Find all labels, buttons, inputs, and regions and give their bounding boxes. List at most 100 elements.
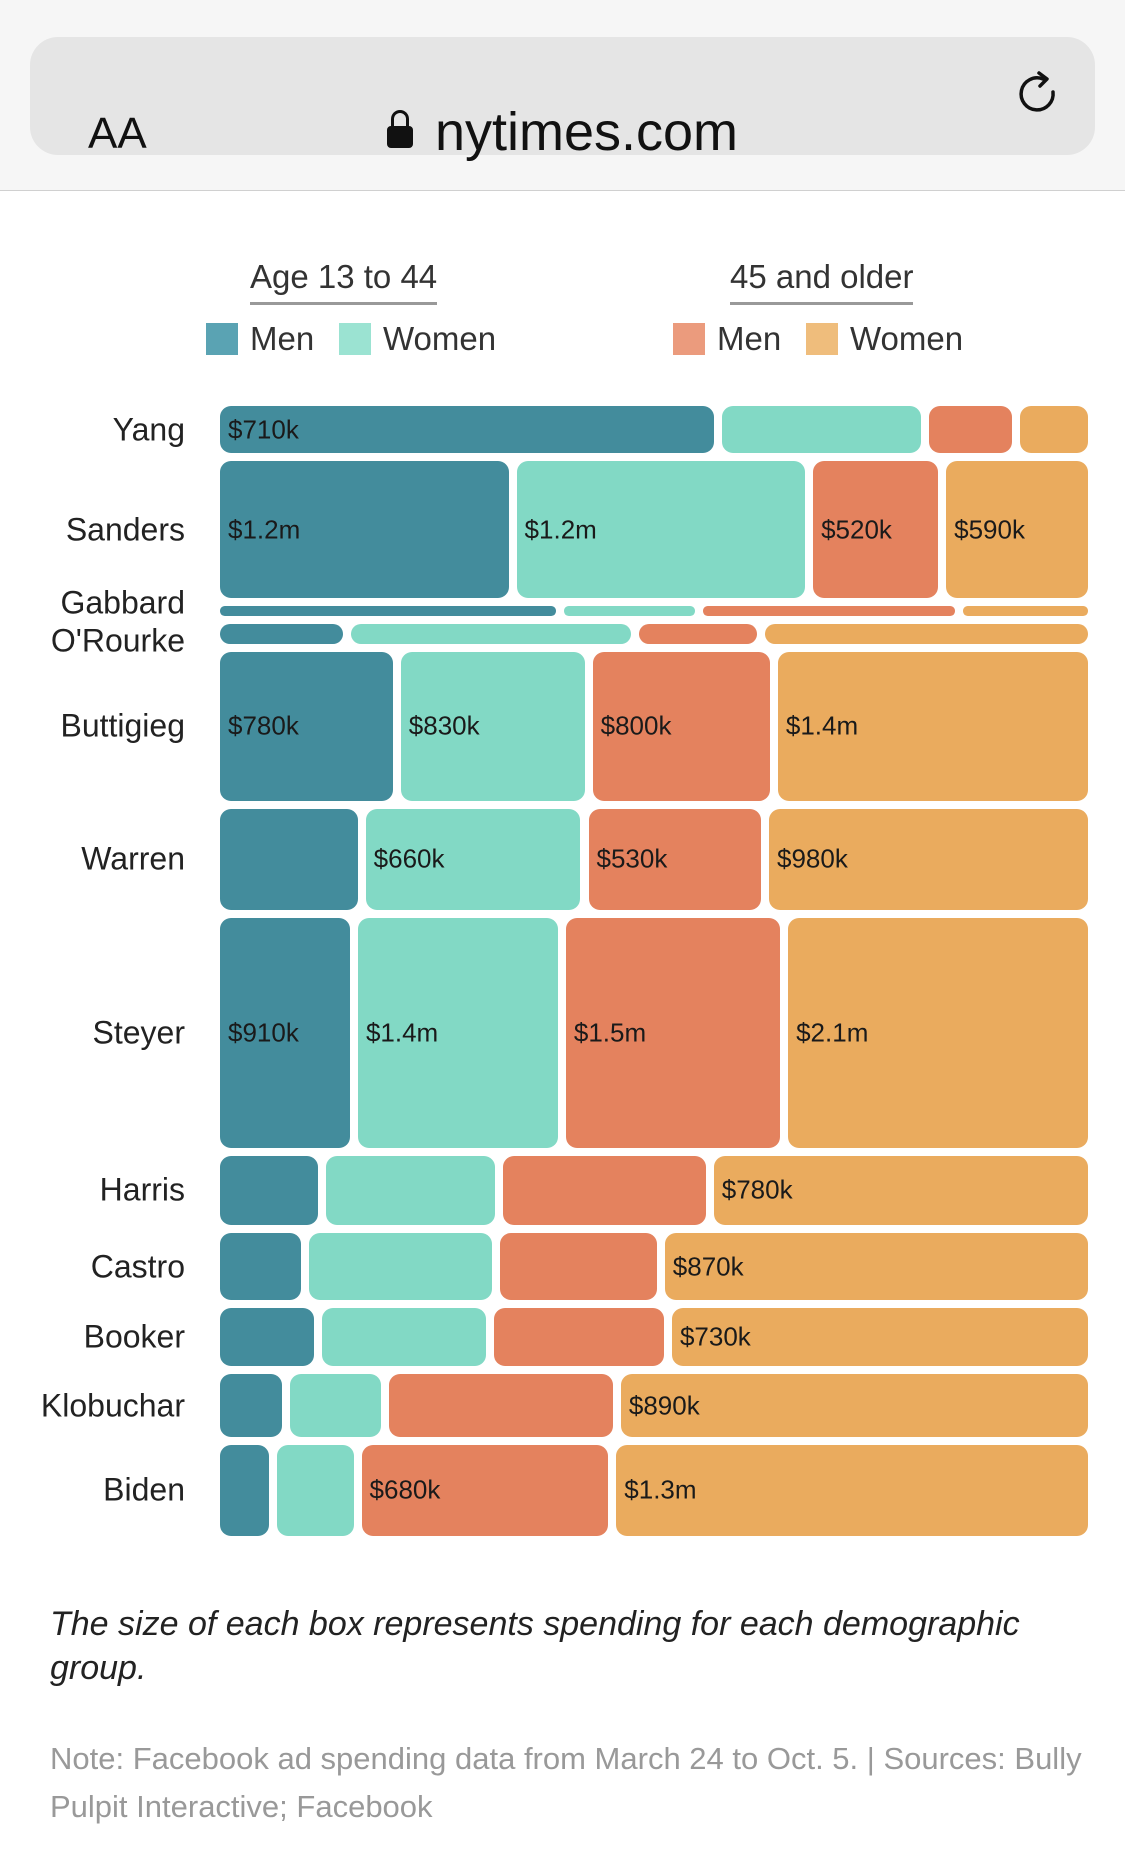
legend-item: Women [339, 320, 496, 358]
treemap-cell [928, 406, 1013, 454]
treemap-cell: $660k [365, 808, 581, 910]
cell-value-label: $980k [777, 843, 848, 874]
legend-item: Men [673, 320, 781, 358]
treemap-cell [351, 623, 631, 644]
treemap-cell [220, 1156, 318, 1225]
cell-value-label: $530k [596, 843, 668, 874]
treemap-cell: $1.2m [516, 461, 806, 599]
treemap-cell: $890k [620, 1374, 1088, 1437]
treemap-cell [220, 1308, 315, 1367]
cell-value-label: $590k [954, 514, 1025, 545]
treemap-cell: $870k [664, 1232, 1088, 1301]
legend-swatch [673, 323, 705, 355]
cell-value-label: $780k [721, 1174, 793, 1205]
treemap-cell: $830k [400, 651, 585, 801]
legend-label: Men [717, 320, 782, 357]
treemap-cell: $710k [220, 406, 715, 454]
treemap-cell: $2.1m [788, 917, 1088, 1149]
treemap-cell: $530k [588, 808, 761, 910]
cell-value-label: $1.4m [365, 1017, 439, 1048]
legend-item: Men [206, 320, 314, 358]
browser-toolbar: AA nytimes.com [0, 0, 1125, 191]
candidate-label: Klobuchar [40, 1387, 185, 1424]
lock-icon [386, 110, 413, 148]
treemap-cell [503, 1156, 706, 1225]
treemap-cell: $780k [713, 1156, 1088, 1225]
treemap-cell [638, 623, 757, 644]
treemap-cell: $1.2m [220, 461, 509, 599]
treemap-cell [325, 1156, 496, 1225]
legend-group-title: Age 13 to 44 [250, 258, 438, 305]
legend-swatch [206, 323, 238, 355]
candidate-label: Booker [83, 1318, 185, 1355]
treemap-cell [309, 1232, 492, 1301]
treemap-cell [765, 623, 1088, 644]
cell-value-label: $1.4m [785, 710, 859, 741]
treemap-cell [277, 1444, 354, 1536]
candidate-label: Buttigieg [60, 707, 185, 744]
cell-value-label: $780k [228, 710, 299, 741]
treemap-cell [722, 406, 921, 454]
cell-value-label: $1.2m [228, 514, 301, 545]
legend-label: Women [383, 320, 497, 357]
legend-label: Women [850, 320, 964, 357]
legend-item: Women [806, 320, 963, 358]
treemap-cell [289, 1374, 381, 1437]
cell-value-label: $1.2m [524, 514, 597, 545]
legend-swatch [806, 323, 838, 355]
chart-caption: The size of each box represents spending… [50, 1605, 1020, 1687]
cell-value-label: $830k [408, 710, 480, 741]
cell-value-label: $710k [228, 414, 299, 445]
candidate-label: Gabbard [60, 584, 185, 621]
legend-swatch [339, 323, 371, 355]
reload-icon[interactable] [1015, 70, 1063, 118]
treemap-cell: $1.4m [777, 651, 1088, 801]
cell-value-label: $660k [373, 843, 445, 874]
candidate-label: Harris [99, 1171, 185, 1208]
cell-value-label: $1.5m [573, 1017, 647, 1048]
cell-value-label: $890k [628, 1390, 700, 1421]
treemap-cell: $730k [671, 1308, 1088, 1367]
candidate-label: O'Rourke [50, 622, 185, 659]
treemap-cell [220, 623, 344, 644]
treemap-cell [1020, 406, 1088, 454]
treemap-cell: $780k [220, 651, 393, 801]
candidate-label: Warren [81, 840, 185, 877]
treemap-cell [388, 1374, 613, 1437]
treemap-cell: $520k [813, 461, 939, 599]
treemap-cell: $910k [220, 917, 350, 1149]
treemap-cell [499, 1232, 657, 1301]
cell-value-label: $910k [228, 1017, 299, 1048]
url-text: nytimes.com [434, 102, 739, 162]
candidate-label: Sanders [65, 511, 185, 548]
treemap-cell [220, 1232, 302, 1301]
treemap-cell [220, 808, 358, 910]
treemap-cell [702, 606, 956, 616]
cell-value-label: $870k [672, 1251, 744, 1282]
treemap-cell [220, 606, 556, 616]
treemap-cell [220, 1444, 270, 1536]
cell-value-label: $520k [821, 514, 892, 545]
candidate-label: Castro [90, 1248, 185, 1285]
url-display[interactable]: nytimes.com [30, 101, 1095, 163]
treemap-cell: $1.4m [357, 917, 558, 1149]
text-size-button[interactable]: AA [88, 109, 147, 158]
treemap-cell [563, 606, 695, 616]
source-note: Note: Facebook ad spending data from Mar… [50, 1741, 1082, 1824]
treemap-cell: $980k [769, 808, 1088, 910]
treemap-cell: $1.3m [616, 1444, 1088, 1536]
legend-group-title: 45 and older [730, 258, 914, 305]
treemap-cell: $680k [361, 1444, 609, 1536]
treemap-cell: $1.5m [565, 917, 781, 1149]
cell-value-label: $2.1m [796, 1017, 869, 1048]
treemap-cell [493, 1308, 664, 1367]
cell-value-label: $680k [369, 1474, 441, 1505]
treemap-cell: $800k [592, 651, 770, 801]
cell-value-label: $1.3m [624, 1474, 697, 1505]
treemap-cell [963, 606, 1088, 616]
treemap-cell [322, 1308, 486, 1367]
cell-value-label: $730k [679, 1321, 751, 1352]
candidate-label: Steyer [92, 1014, 185, 1051]
address-bar[interactable]: AA nytimes.com [30, 37, 1095, 162]
treemap-cell [220, 1374, 282, 1437]
